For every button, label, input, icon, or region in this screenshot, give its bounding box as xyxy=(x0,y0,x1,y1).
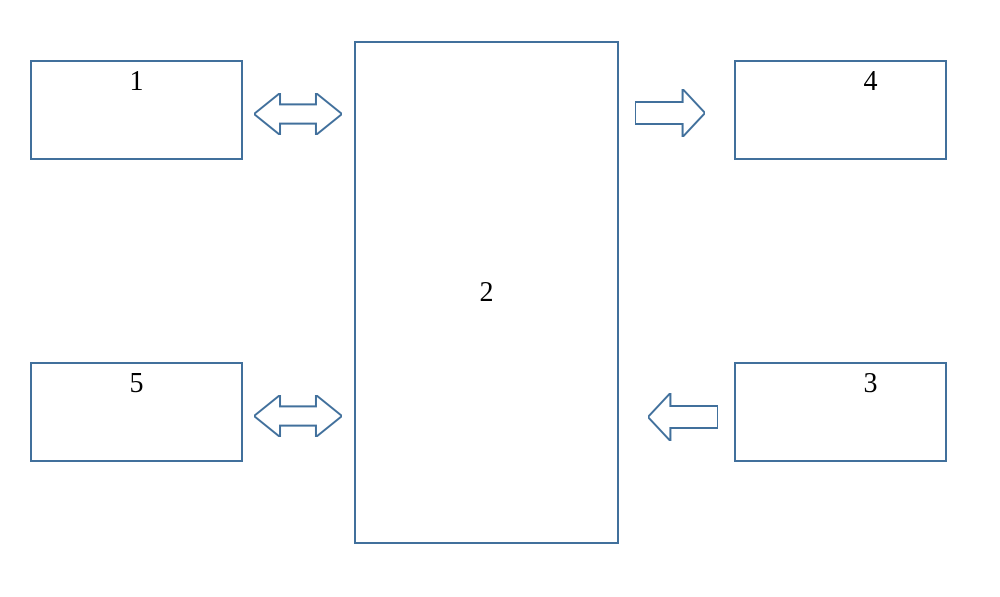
node-4: 4 xyxy=(734,60,947,160)
node-5-label: 5 xyxy=(130,364,144,398)
node-3: 3 xyxy=(734,362,947,462)
arrow-1-2 xyxy=(254,93,342,135)
node-2: 2 xyxy=(354,41,619,544)
node-2-label: 2 xyxy=(480,279,494,307)
node-5: 5 xyxy=(30,362,243,462)
diagram-canvas: 1 2 3 4 5 xyxy=(0,0,1000,597)
node-4-label: 4 xyxy=(864,62,878,96)
arrow-2-4 xyxy=(635,89,705,137)
node-1: 1 xyxy=(30,60,243,160)
node-1-label: 1 xyxy=(130,62,144,96)
node-3-label: 3 xyxy=(864,364,878,398)
arrow-3-2 xyxy=(648,393,718,441)
arrow-5-2 xyxy=(254,395,342,437)
